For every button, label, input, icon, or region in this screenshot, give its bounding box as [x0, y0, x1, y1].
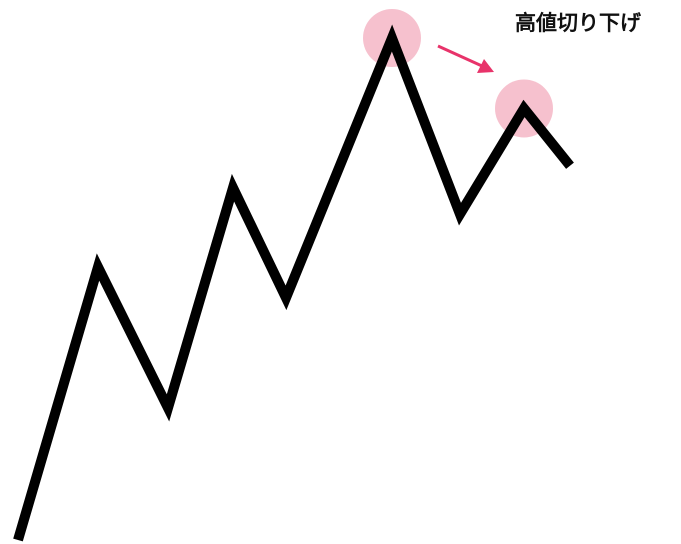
lower-highs-label: 高値切り下げ: [515, 11, 642, 35]
arrow-shaft: [437, 44, 483, 68]
lower-high-arrow: [437, 44, 494, 73]
arrow-head: [477, 59, 494, 73]
price-zigzag-line: [13, 24, 574, 542]
